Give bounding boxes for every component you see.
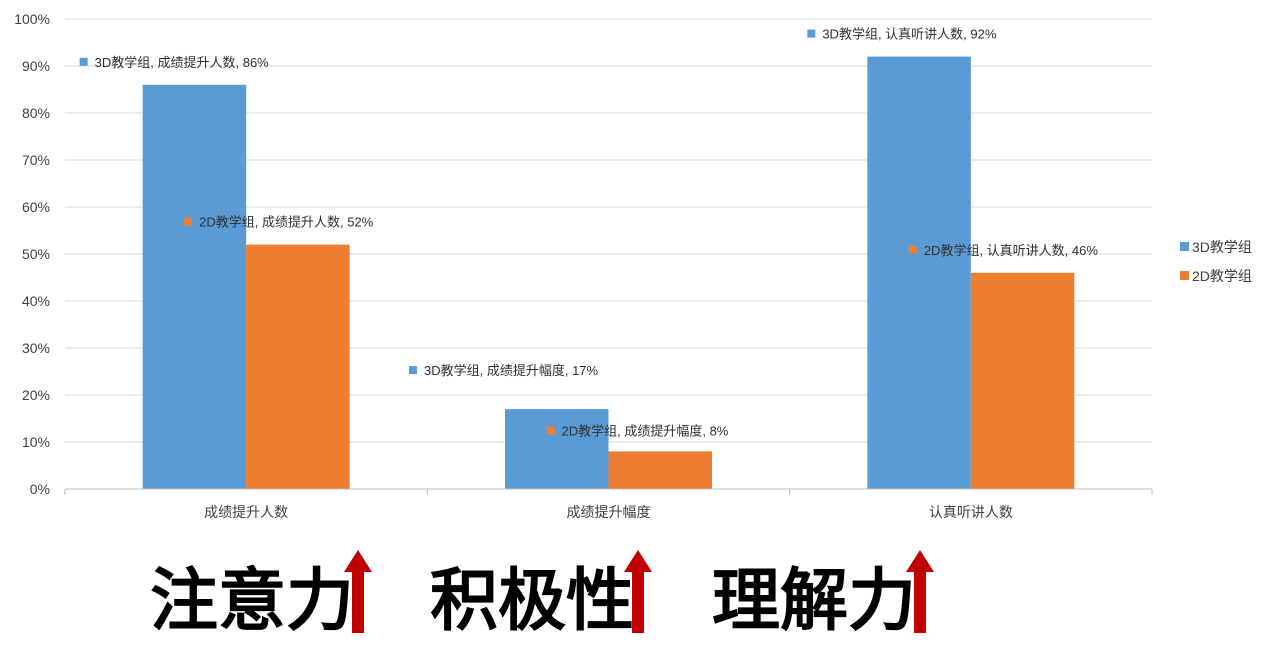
- up-arrow-icon: [624, 550, 652, 633]
- x-tick-label: 成绩提升幅度: [567, 504, 651, 520]
- data-label: 3D教学组, 成绩提升幅度, 17%: [424, 363, 599, 378]
- y-tick-label: 60%: [22, 199, 50, 215]
- data-label-marker: [409, 366, 417, 375]
- data-label-marker: [546, 426, 555, 435]
- bar: [867, 56, 971, 489]
- y-tick-label: 70%: [22, 152, 50, 168]
- data-label: 3D教学组, 认真听讲人数, 92%: [822, 27, 997, 42]
- data-label: 2D教学组, 认真听讲人数, 46%: [924, 243, 1099, 258]
- x-tick-label: 成绩提升人数: [204, 504, 288, 520]
- y-tick-label: 50%: [22, 246, 50, 262]
- data-label-marker: [908, 245, 917, 254]
- captions: 注意力 积极性 理解力: [150, 550, 934, 639]
- bar: [142, 84, 247, 490]
- y-tick-label: 10%: [22, 434, 50, 450]
- legend-swatch: [1180, 271, 1189, 280]
- data-label-marker: [807, 29, 816, 38]
- legend-entry: 2D教学组: [1192, 268, 1252, 284]
- bar: [505, 409, 609, 489]
- x-tick-label: 认真听讲人数: [929, 504, 1013, 520]
- y-tick-label: 100%: [14, 11, 50, 27]
- bars: [142, 56, 1075, 490]
- data-label: 3D教学组, 成绩提升人数, 86%: [95, 55, 270, 70]
- y-tick-label: 80%: [22, 105, 50, 121]
- y-tick-label: 90%: [22, 58, 50, 74]
- y-tick-label: 20%: [22, 387, 50, 403]
- data-label-marker: [184, 217, 193, 226]
- caption-text: 注意力: [150, 563, 354, 639]
- data-label: 2D教学组, 成绩提升人数, 52%: [199, 215, 374, 230]
- y-tick-label: 40%: [22, 293, 50, 309]
- data-label-marker: [79, 57, 88, 66]
- up-arrow-icon: [906, 550, 934, 633]
- caption-text: 理解力: [712, 563, 916, 639]
- y-tick-label: 30%: [22, 340, 50, 356]
- y-axis-ticks: 0% 10% 20% 30% 40% 50% 60% 70% 80% 90% 100%: [14, 11, 50, 497]
- bar: [608, 451, 712, 489]
- bar: [246, 244, 350, 489]
- y-tick-label: 0%: [30, 481, 50, 497]
- x-axis: 成绩提升人数 成绩提升幅度 认真听讲人数: [64, 488, 1153, 520]
- legend: 3D教学组 2D教学组: [1180, 239, 1252, 284]
- data-labels: 3D教学组, 成绩提升人数, 86% 3D教学组, 成绩提升幅度, 17% 3D教学…: [79, 27, 1099, 438]
- caption-text: 积极性: [430, 563, 634, 639]
- legend-swatch: [1180, 242, 1189, 251]
- up-arrow-icon: [344, 550, 372, 633]
- legend-entry: 3D教学组: [1192, 239, 1252, 255]
- data-label: 2D教学组, 成绩提升幅度, 8%: [562, 423, 729, 438]
- bar: [970, 272, 1075, 489]
